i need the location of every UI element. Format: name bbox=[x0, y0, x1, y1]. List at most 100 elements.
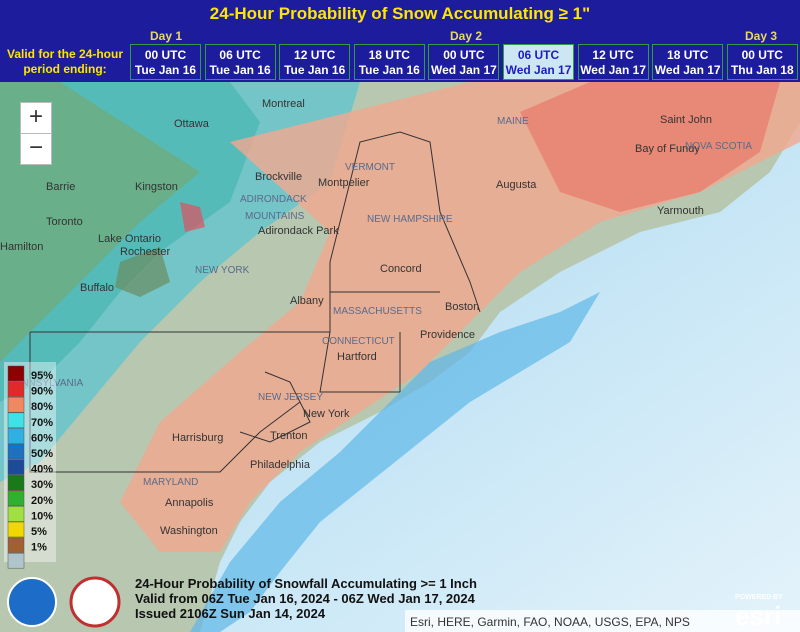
legend-swatch bbox=[7, 506, 25, 522]
map: Montreal Ottawa Barrie Toronto Kingston Brock… bbox=[0, 82, 800, 632]
tab-time: 18 UTC bbox=[368, 48, 410, 62]
time-tab[interactable]: 00 UTC Wed Jan 17 bbox=[428, 44, 500, 80]
esri-powered: POWERED BY bbox=[735, 594, 783, 601]
legend-label: 30% bbox=[31, 479, 53, 491]
time-tab[interactable]: 18 UTC Wed Jan 17 bbox=[652, 44, 724, 80]
time-tab[interactable]: 00 UTC Tue Jan 16 bbox=[130, 44, 201, 80]
caption-line: Issued 2106Z Sun Jan 14, 2024 bbox=[135, 606, 326, 621]
prob-red bbox=[180, 202, 205, 232]
place-label: Barrie bbox=[46, 181, 75, 193]
place-label: Brockville bbox=[255, 171, 302, 183]
time-tab[interactable]: 00 UTC Thu Jan 18 bbox=[726, 44, 798, 80]
tab-time: 06 UTC bbox=[517, 48, 560, 62]
legend-label: 80% bbox=[31, 401, 53, 413]
legend-swatch bbox=[7, 521, 25, 538]
place-label: Toronto bbox=[46, 216, 83, 228]
legend-label: 70% bbox=[31, 417, 53, 429]
place-label: MASSACHUSETTS bbox=[333, 306, 422, 317]
place-label: NEW HAMPSHIRE bbox=[367, 214, 453, 225]
place-label: Harrisburg bbox=[172, 432, 223, 444]
tab-date: Wed Jan 17 bbox=[505, 63, 572, 77]
time-tab[interactable]: 12 UTC Tue Jan 16 bbox=[279, 44, 351, 80]
tab-date: Wed Jan 17 bbox=[580, 63, 646, 77]
place-label: Hamilton bbox=[0, 241, 43, 253]
prob-cyan bbox=[0, 82, 360, 482]
tab-date: Tue Jan 16 bbox=[209, 63, 271, 77]
legend-swatch bbox=[7, 428, 25, 444]
legend-swatch bbox=[7, 443, 25, 460]
prob-90 bbox=[520, 82, 780, 212]
legend-label: 90% bbox=[31, 386, 53, 398]
place-label: Bay of Fundy bbox=[635, 143, 700, 155]
prob-blue bbox=[190, 292, 600, 632]
legend-label: 60% bbox=[31, 432, 53, 444]
legend-label: 40% bbox=[31, 464, 53, 476]
tab-date: Tue Jan 16 bbox=[358, 63, 420, 77]
caption-line: Valid from 06Z Tue Jan 16, 2024 - 06Z We… bbox=[135, 591, 476, 606]
place-label: Yarmouth bbox=[657, 205, 704, 217]
caption-line: 24-Hour Probability of Snowfall Accumula… bbox=[135, 576, 477, 591]
place-label: NEW JERSEY bbox=[258, 392, 323, 403]
place-label: NEW YORK bbox=[195, 265, 250, 276]
time-tab[interactable]: 12 UTC Wed Jan 17 bbox=[577, 44, 649, 80]
tab-date: Wed Jan 17 bbox=[654, 63, 721, 77]
place-label: Hartford bbox=[337, 351, 377, 363]
time-tab[interactable]: 18 UTC Tue Jan 16 bbox=[353, 44, 425, 80]
place-label: Lake Ontario bbox=[98, 233, 161, 245]
day-label: Day 3 bbox=[745, 29, 778, 43]
place-label: CONNECTICUT bbox=[322, 336, 395, 347]
place-label: Boston bbox=[445, 301, 479, 313]
caption: 24-Hour Probability of Snowfall Accumula… bbox=[135, 576, 477, 621]
tab-time: 00 UTC bbox=[443, 48, 485, 62]
header: 24-Hour Probability of Snow Accumulating… bbox=[0, 0, 800, 82]
place-label: Ottawa bbox=[174, 118, 210, 130]
attribution: Esri, HERE, Garmin, FAO, NOAA, USGS, EPA… bbox=[410, 615, 690, 629]
attribution-bg bbox=[405, 610, 800, 632]
place-label: Providence bbox=[420, 329, 475, 341]
time-tab[interactable]: 06 UTC Wed Jan 17 bbox=[503, 44, 574, 80]
place-label: Adirondack Park bbox=[258, 225, 339, 237]
tab-time: 18 UTC bbox=[667, 48, 709, 62]
legend-swatch bbox=[7, 537, 25, 553]
zoom-out[interactable]: − bbox=[20, 133, 52, 165]
legend-label: 20% bbox=[31, 495, 53, 507]
tab-time: 12 UTC bbox=[592, 48, 634, 62]
tab-date: Thu Jan 18 bbox=[730, 63, 794, 77]
day-label: Day 1 bbox=[150, 29, 183, 43]
legend-label: 1% bbox=[31, 542, 47, 554]
place-label: Albany bbox=[290, 295, 324, 307]
place-label: Kingston bbox=[135, 181, 178, 193]
place-label: Montreal bbox=[262, 98, 305, 110]
place-label: Trenton bbox=[270, 430, 308, 442]
place-label: ADIRONDACK bbox=[240, 194, 307, 205]
place-label: VERMONT bbox=[345, 162, 395, 173]
place-label: Montpelier bbox=[318, 177, 370, 189]
place-label: Concord bbox=[380, 263, 422, 275]
time-tab[interactable]: 06 UTC Tue Jan 16 bbox=[204, 44, 276, 80]
legend-swatch bbox=[7, 365, 25, 382]
zoom-in[interactable]: + bbox=[20, 102, 52, 134]
place-label: MARYLAND bbox=[143, 477, 198, 488]
day-label: Day 2 bbox=[450, 29, 483, 43]
place-label: Annapolis bbox=[165, 497, 214, 509]
esri-logo: esri bbox=[735, 601, 781, 631]
place-label: New York bbox=[303, 408, 350, 420]
noaa-logo bbox=[7, 577, 57, 627]
place-label: Saint John bbox=[660, 114, 712, 126]
legend-swatch bbox=[7, 412, 25, 429]
legend-label: 95% bbox=[31, 370, 53, 382]
place-label: Rochester bbox=[120, 246, 170, 258]
legend-label: 10% bbox=[31, 510, 53, 522]
place-label: Philadelphia bbox=[250, 459, 311, 471]
title: 24-Hour Probability of Snow Accumulating… bbox=[209, 4, 591, 23]
tab-date: Wed Jan 17 bbox=[430, 63, 497, 77]
place-labels: Montreal Ottawa Barrie Toronto Kingston Brock… bbox=[0, 98, 752, 537]
tab-date: Tue Jan 16 bbox=[284, 63, 346, 77]
place-label: MAINE bbox=[497, 116, 529, 127]
legend-swatch bbox=[7, 459, 25, 475]
legend-swatch bbox=[7, 474, 25, 491]
borders bbox=[29, 131, 481, 473]
place-label: NOVA SCOTIA bbox=[685, 141, 752, 152]
legend-swatch bbox=[7, 396, 25, 413]
